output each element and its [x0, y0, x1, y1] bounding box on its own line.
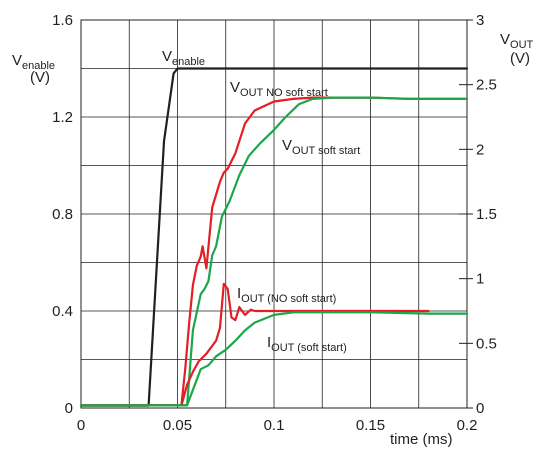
right-tick-label: 0	[476, 400, 484, 417]
annotation-iout-soft-start: IOUT (soft start)	[267, 334, 347, 354]
x-tick-label: 0.05	[163, 417, 192, 434]
right-tick-label: 0.5	[476, 335, 497, 352]
annotation-venable: Venable	[162, 48, 205, 68]
series-iout-no-soft-start	[79, 282, 430, 407]
series-vout-soft-start	[79, 96, 469, 407]
left-axis-label: Venable	[12, 52, 55, 72]
right-axis-unit: (V)	[510, 50, 530, 67]
annotation-vout-no-soft-start: VOUT NO soft start	[230, 79, 328, 99]
left-axis: 0 0.4 0.8 1.2 1.6	[52, 12, 73, 417]
right-tick-label: 2	[476, 141, 484, 158]
x-axis-label: time (ms)	[390, 431, 453, 448]
left-tick-label: 0.4	[52, 303, 73, 320]
series-group	[79, 67, 469, 407]
annotation-iout-no-soft-start: IOUT (NO soft start)	[237, 285, 336, 305]
annotation-vout-soft-start: VOUT soft start	[282, 137, 360, 157]
right-tick-label: 3	[476, 12, 484, 29]
left-axis-unit: (V)	[30, 69, 50, 86]
right-axis-label: VOUT	[500, 31, 534, 51]
left-tick-label: 0	[65, 400, 73, 417]
left-tick-label: 0.8	[52, 206, 73, 223]
series-iout-soft-start	[79, 311, 469, 407]
left-tick-label: 1.6	[52, 12, 73, 29]
x-tick-label: 0.2	[457, 417, 478, 434]
right-axis: 0 0.5 1 1.5 2 2.5 3	[459, 12, 497, 417]
right-tick-label: 1	[476, 271, 484, 288]
x-tick-label: 0.1	[264, 417, 285, 434]
x-tick-label: 0.15	[356, 417, 385, 434]
right-tick-label: 2.5	[476, 77, 497, 94]
x-tick-label: 0	[77, 417, 85, 434]
left-tick-label: 1.2	[52, 109, 73, 126]
x-axis: 0 0.05 0.1 0.15 0.2	[77, 417, 478, 434]
right-tick-label: 1.5	[476, 206, 497, 223]
